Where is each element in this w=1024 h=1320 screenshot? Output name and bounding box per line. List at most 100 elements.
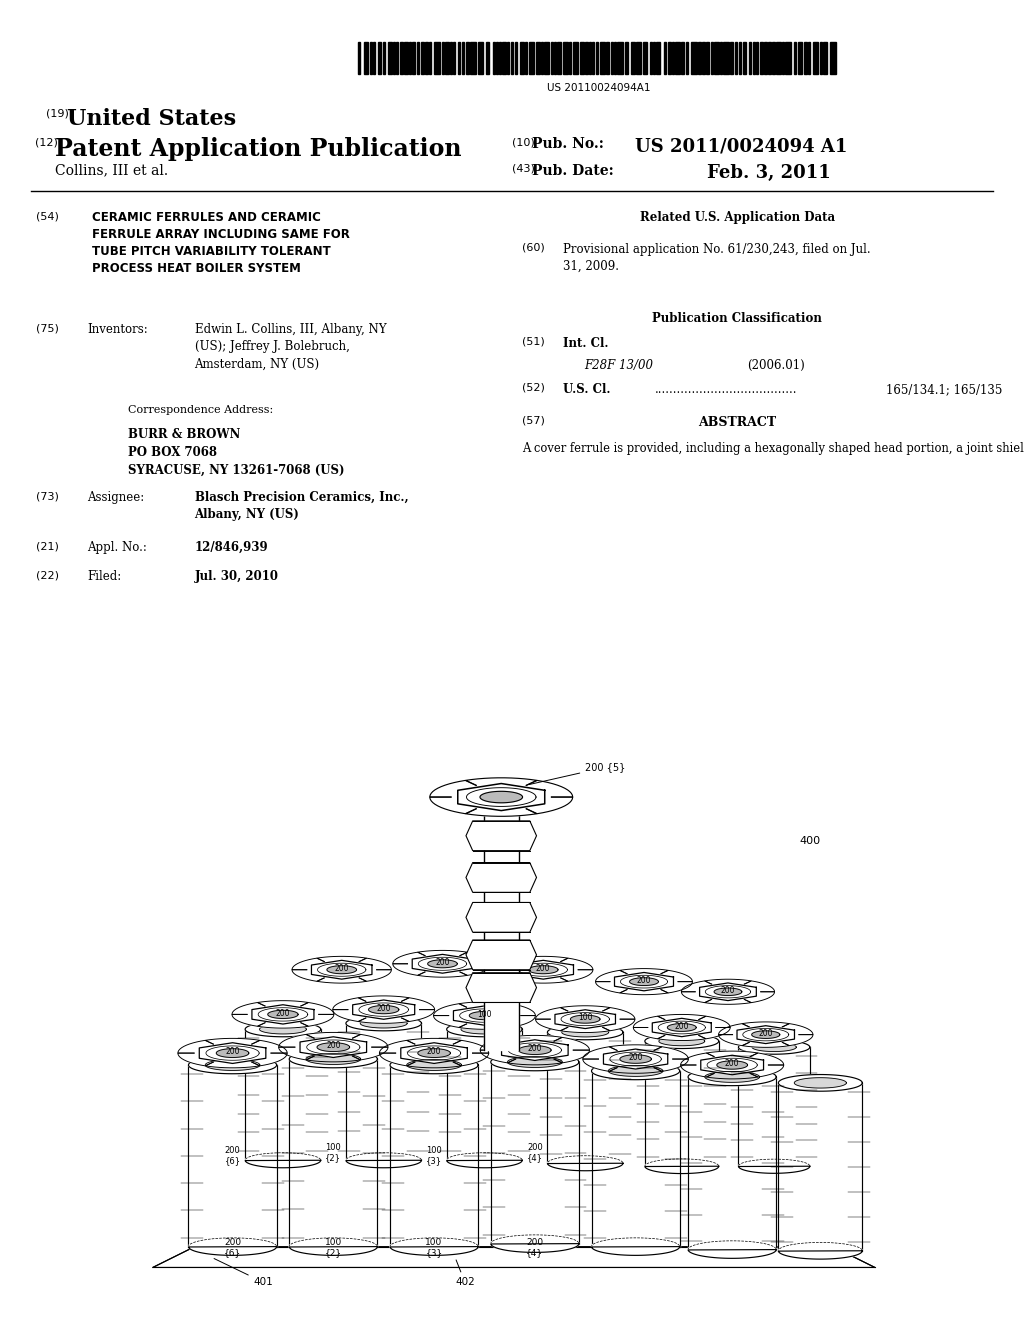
Polygon shape [466,777,537,785]
Polygon shape [466,862,537,892]
Polygon shape [446,1022,522,1036]
Bar [541,42,543,74]
Polygon shape [490,1053,579,1071]
Text: 200: 200 [225,1047,240,1056]
Polygon shape [738,1040,810,1055]
Text: 200: 200 [435,958,450,968]
Text: Assignee:: Assignee: [87,491,144,504]
Text: 200: 200 [427,1047,441,1056]
Polygon shape [407,1060,462,1071]
Polygon shape [645,1034,719,1048]
Polygon shape [300,1036,367,1057]
Text: (52): (52) [522,383,545,393]
Polygon shape [705,1072,760,1082]
Bar [776,42,781,74]
Polygon shape [466,973,537,1002]
Bar [785,42,791,74]
Polygon shape [742,1043,790,1047]
Bar [711,42,713,74]
Polygon shape [560,1027,610,1032]
Polygon shape [454,1053,488,1065]
Bar [698,42,701,74]
Bar [573,42,578,74]
Text: 165/134.1; 165/135: 165/134.1; 165/135 [886,383,1002,396]
Bar [714,42,719,74]
Bar [383,42,385,74]
Polygon shape [526,797,572,813]
Polygon shape [311,961,372,979]
Polygon shape [418,950,467,956]
Bar [466,42,469,74]
Bar [823,42,827,74]
Bar [493,42,495,74]
Polygon shape [751,1053,783,1065]
Polygon shape [548,1156,623,1171]
Polygon shape [301,1015,334,1026]
Polygon shape [188,1065,276,1246]
Polygon shape [795,1077,847,1088]
Text: 100
{3}: 100 {3} [425,1238,442,1257]
Text: (43): (43) [512,164,535,174]
Polygon shape [433,1003,467,1015]
Polygon shape [205,1060,260,1071]
Polygon shape [503,1003,536,1015]
Bar [664,42,666,74]
Polygon shape [782,1035,813,1045]
Text: (12): (12) [35,137,57,148]
Polygon shape [268,1010,298,1019]
Text: 200: 200 [759,1030,773,1038]
Bar [585,42,588,74]
Polygon shape [188,1238,276,1255]
Bar [681,42,684,74]
Polygon shape [536,1007,567,1019]
Polygon shape [401,1010,434,1022]
Polygon shape [555,1010,615,1028]
Polygon shape [306,1032,360,1038]
Bar [563,42,568,74]
Bar [554,42,556,74]
Polygon shape [359,958,391,970]
Bar [429,42,431,74]
Text: (54): (54) [36,211,58,222]
Polygon shape [258,1001,308,1006]
Bar [798,42,802,74]
Polygon shape [358,995,409,1002]
Text: (73): (73) [36,491,58,502]
Polygon shape [466,821,537,850]
Polygon shape [292,970,325,981]
Text: Provisional application No. 61/230,243, filed on Jul.
31, 2009.: Provisional application No. 61/230,243, … [563,243,870,273]
Polygon shape [596,982,627,993]
Bar [434,42,440,74]
Polygon shape [292,958,325,970]
Polygon shape [561,970,593,981]
Bar [636,42,641,74]
Bar [720,42,722,74]
Bar [478,42,483,74]
Text: Filed:: Filed: [87,570,121,583]
Text: Jul. 30, 2010: Jul. 30, 2010 [195,570,279,583]
Polygon shape [188,1056,276,1073]
Polygon shape [630,978,658,986]
Polygon shape [528,966,558,974]
Bar [650,42,652,74]
Text: 200 {5}: 200 {5} [529,762,626,784]
Text: (2006.01): (2006.01) [748,359,805,372]
Polygon shape [418,1048,451,1057]
Polygon shape [466,809,537,816]
Text: 200: 200 [725,1060,739,1068]
Bar [364,42,368,74]
Text: 200: 200 [629,1053,643,1063]
Text: CERAMIC FERRULES AND CERAMIC
FERRULE ARRAY INCLUDING SAME FOR
TUBE PITCH VARIABI: CERAMIC FERRULES AND CERAMIC FERRULE ARR… [92,211,350,275]
Polygon shape [407,1039,461,1044]
Text: (22): (22) [36,570,58,581]
Text: (60): (60) [522,243,545,253]
Polygon shape [153,1246,874,1267]
Bar [749,42,751,74]
Polygon shape [554,1051,590,1063]
Polygon shape [681,991,712,1003]
Polygon shape [252,1005,314,1024]
Bar [656,42,660,74]
Bar [743,42,746,74]
Bar [592,42,594,74]
Text: 100: 100 [477,1010,492,1019]
